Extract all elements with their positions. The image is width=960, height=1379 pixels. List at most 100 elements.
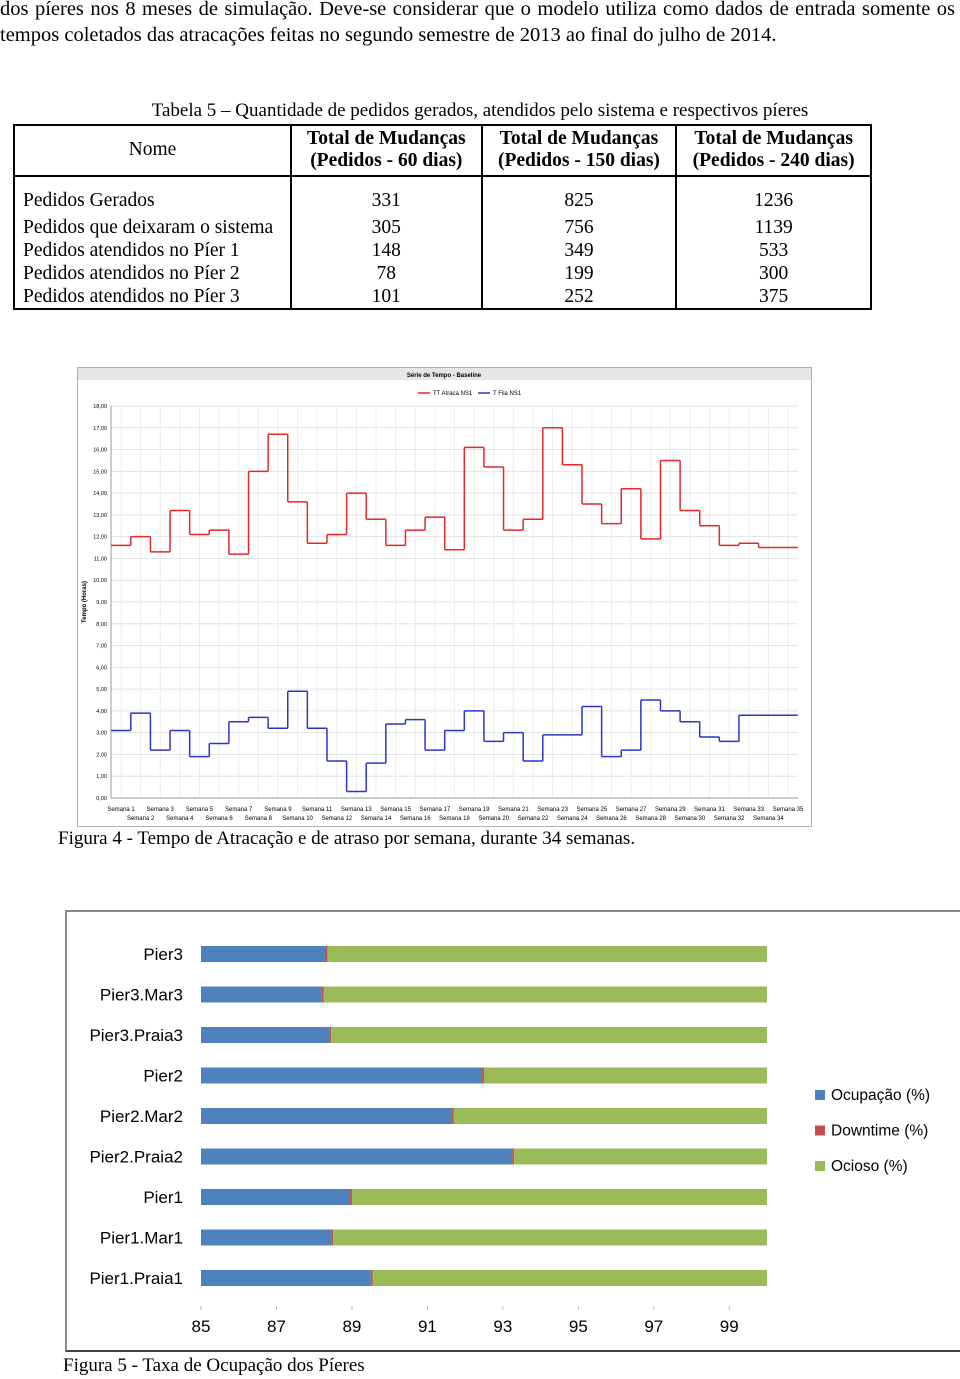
table-row: Pedidos atendidos no Píer 1 148 349 533 [14,239,871,262]
y-tick-label: 2,00 [96,752,107,758]
table-cell: 825 [480,176,677,216]
bar-segment [201,1067,483,1084]
y-tick-label: 10,00 [93,578,107,584]
bar-segment [201,946,326,962]
x-tick-label: Semana 1 [107,807,135,813]
legend-label: T Fila NS1 [493,391,522,397]
x-tick-label: 95 [569,1317,588,1336]
y-tick-label: 1,00 [96,774,107,780]
table-caption: Tabela 5 – Quantidade de pedidos gerados… [151,100,809,121]
x-tick-label: Semana 8 [245,816,273,822]
bar-segment [201,1189,351,1205]
table-cell: 349 [480,239,677,262]
chart-frame: Pier3 Pier3.Mar3 Pier3.Praia3 Pier2 Pier2.Ma… [65,910,960,1352]
x-tick-label: Semana 10 [282,816,313,822]
y-tick-label: 0,00 [96,796,107,802]
table-cell: 252 [480,285,677,309]
x-tick-label: Semana 30 [675,816,706,822]
y-tick-label: 16,00 [93,448,107,454]
x-tick-label: Semana 3 [147,807,175,813]
x-tick-label: Semana 20 [478,816,509,822]
table-cell: 1236 [675,176,871,216]
x-tick-label: Semana 33 [733,807,764,813]
bar-segment [351,1189,767,1205]
category-label: Pier1.Praia1 [89,1269,183,1288]
y-tick-label: 18,00 [93,404,107,410]
table-cell: 199 [480,262,677,285]
paragraph: dos píeres nos 8 meses de simulação. Dev… [0,0,955,46]
bar-chart: Pier3 Pier3.Mar3 Pier3.Praia3 Pier2 Pier2.Ma… [89,945,930,1336]
x-tick-label: 91 [418,1317,437,1336]
x-tick-label: Semana 2 [127,816,155,822]
y-tick-label: 4,00 [96,709,107,715]
figure-caption: Figura 4 - Tempo de Atracação e de atras… [58,828,636,849]
y-axis-label: Tempo (Horas) [82,581,88,623]
x-tick-label: Semana 28 [635,816,666,822]
category-label: Pier3.Praia3 [89,1026,183,1045]
table-cell: 148 [290,239,482,262]
legend-swatch [815,1161,825,1171]
y-tick-label: 13,00 [93,513,107,519]
x-tick-label: 93 [493,1317,512,1336]
y-tick-label: 6,00 [96,665,107,671]
bars [201,946,767,1286]
y-tick-label: 11,00 [94,556,107,562]
y-tick-label: 17,00 [93,426,107,432]
figure-caption: Figura 5 - Taxa de Ocupação dos Píeres [63,1355,365,1376]
x-tick-label: Semana 26 [596,816,627,822]
table-cell: Pedidos que deixaram o sistema [23,217,274,238]
x-tick-label: Semana 7 [225,807,253,813]
x-tick-label: Semana 14 [361,816,392,822]
legend-label: TT Atraca NS1 [433,391,473,397]
x-tick-label: Semana 9 [264,807,292,813]
x-tick-label: Semana 27 [616,807,647,813]
table-cell: Pedidos atendidos no Píer 2 [23,263,240,284]
bar-segment [331,1027,767,1043]
x-tick-label: Semana 22 [518,816,549,822]
table-row: Pedidos Gerados 331 825 1236 [14,176,871,216]
bar-segment [329,1027,332,1043]
bar-segment [370,1270,373,1286]
bar-segment [333,1229,767,1246]
category-label: Pier3.Mar3 [100,986,183,1005]
table-cell: Pedidos atendidos no Píer 3 [23,286,240,307]
category-label: Pier2.Praia2 [89,1148,183,1167]
x-tick-label: 97 [644,1317,663,1336]
x-tick-label: Semana 15 [380,807,411,813]
x-tick-label: 87 [267,1317,286,1336]
x-tick-label: 85 [192,1317,211,1336]
table-cell: 756 [480,216,677,239]
bar-segment [350,1189,352,1205]
x-tick-label: Semana 32 [714,816,745,822]
x-tick-label: Semana 21 [498,807,529,813]
x-tick-label: Semana 31 [694,807,725,813]
step-connector [130,427,760,555]
x-tick-label: Semana 24 [557,816,588,822]
x-tick-label: Semana 19 [459,807,490,813]
x-tick-label: Semana 25 [576,807,607,813]
bar-segment [201,1108,452,1124]
table-cell: 1139 [675,216,871,239]
bar-segment [484,1067,767,1084]
bar-segment [201,986,322,1003]
y-tick-label: 15,00 [93,469,107,475]
y-tick-label: 5,00 [96,687,107,693]
x-tick-label: Semana 23 [537,807,568,813]
bar-segment [331,1229,334,1246]
bar-segment [201,1229,332,1246]
bar-segment [451,1108,454,1124]
x-tick-label: Semana 4 [166,816,194,822]
table-cell: 375 [675,285,871,309]
bar-segment [201,1270,371,1286]
chart-title: Série de Tempo - Baseline [407,373,482,379]
x-tick-label: Semana 5 [186,807,214,813]
y-tick-label: 3,00 [96,731,107,737]
table-cell: 78 [290,262,482,285]
bar-segment [482,1067,484,1084]
x-tick-label: Semana 12 [321,816,352,822]
table-row: Pedidos atendidos no Píer 2 78 199 300 [14,262,871,285]
x-tick-label: Semana 11 [302,807,333,813]
table-cell: 533 [675,239,871,262]
bar-segment [453,1108,767,1124]
